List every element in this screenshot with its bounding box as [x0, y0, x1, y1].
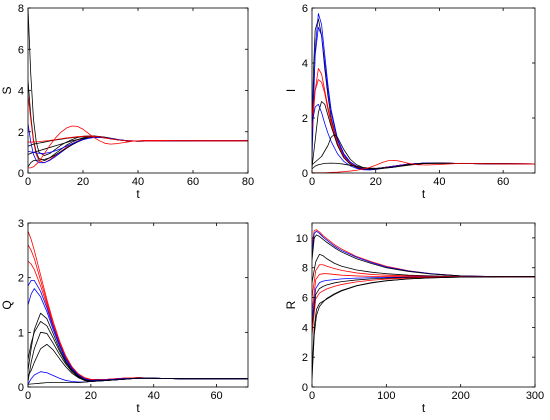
q-x-tick-label-1: 20: [85, 390, 97, 402]
panel-r: 0 100 200 300 0 2 4 6 8 10 t R: [284, 222, 544, 415]
q-series-group: [28, 231, 248, 385]
s-x-tick-label-3: 60: [187, 176, 199, 188]
s-x-tick-label-0: 0: [25, 176, 31, 188]
panel-s: 0 20 40 60 80 0 2 4 6 8 t S: [0, 3, 254, 201]
r-y-axis-label: R: [284, 300, 298, 309]
q-series-line-4: [28, 279, 248, 381]
s-y-tick-label-2: 4: [18, 86, 24, 98]
r-y-tick-label-1: 2: [302, 352, 308, 364]
r-series-line-6: [312, 273, 535, 313]
i-series-line-1: [312, 18, 535, 170]
r-x-axis-label: t: [422, 401, 426, 415]
r-series-line-3: [312, 234, 535, 278]
r-x-tick-label-3: 300: [526, 390, 544, 402]
r-series-group: [312, 229, 535, 380]
i-series-line-4: [312, 68, 535, 170]
q-plot-frame: [27, 222, 249, 388]
panel-i: 0 20 40 60 0 2 4 6 t I: [284, 3, 536, 201]
s-x-tick-label-1: 20: [77, 176, 89, 188]
q-y-axis-label: Q: [0, 300, 14, 309]
r-x-tick-label-2: 200: [451, 390, 469, 402]
i-series-line-6: [312, 101, 535, 171]
i-series-line-7: [312, 103, 535, 171]
q-x-tick-label-0: 0: [25, 390, 31, 402]
q-y-tick-label-0: 0: [18, 382, 24, 394]
s-y-tick-label-1: 2: [18, 127, 24, 139]
i-x-axis-label: t: [422, 187, 426, 201]
r-plot-frame: [311, 222, 536, 388]
s-x-axis-label: t: [136, 187, 140, 201]
i-y-tick-label-3: 6: [302, 3, 308, 15]
q-series-line-5: [28, 288, 248, 381]
q-series-line-11: [28, 377, 248, 385]
i-series-group: [312, 13, 535, 173]
s-series-line-10: [28, 135, 248, 143]
s-series-line-9: [28, 125, 248, 169]
i-y-axis-label: I: [284, 89, 298, 92]
q-series-line-2: [28, 244, 248, 380]
i-plot-frame: [311, 7, 536, 174]
q-x-axis-label: t: [136, 401, 140, 415]
q-series-line-8: [28, 331, 248, 382]
q-y-tick-label-3: 3: [18, 218, 24, 230]
i-x-tick-label-1: 20: [370, 176, 382, 188]
i-x-tick-label-2: 40: [433, 176, 445, 188]
r-series-line-8: [312, 276, 535, 328]
r-x-tick-label-0: 0: [309, 390, 315, 402]
r-series-line-10: [312, 276, 535, 380]
r-y-tick-label-4: 8: [302, 263, 308, 275]
r-series-line-7: [312, 276, 535, 320]
q-x-tick-label-3: 60: [210, 390, 222, 402]
i-series-line-9: [312, 162, 535, 170]
i-x-tick-label-0: 0: [309, 176, 315, 188]
r-y-tick-label-2: 4: [302, 322, 308, 334]
r-series-line-1: [312, 229, 535, 278]
q-y-tick-label-1: 1: [18, 327, 24, 339]
q-y-tick-label-2: 2: [18, 273, 24, 285]
s-y-axis-label: S: [0, 86, 14, 94]
i-series-line-3: [312, 26, 535, 170]
s-x-tick-label-2: 40: [132, 176, 144, 188]
i-y-tick-label-2: 4: [302, 58, 308, 70]
s-series-line-4: [28, 123, 248, 164]
i-series-line-10: [312, 159, 535, 173]
r-y-tick-label-0: 0: [302, 382, 308, 394]
r-series-line-11: [312, 276, 535, 373]
s-x-tick-label-4: 80: [242, 176, 254, 188]
i-x-tick-label-3: 60: [497, 176, 509, 188]
q-series-line-3: [28, 260, 248, 381]
i-series-line-2: [312, 13, 535, 170]
s-y-tick-label-3: 6: [18, 44, 24, 56]
r-x-tick-label-1: 100: [377, 390, 395, 402]
panel-q: 0 20 40 60 0 1 2 3 t Q: [0, 218, 249, 415]
s-y-tick-label-0: 0: [18, 168, 24, 180]
r-series-line-9: [312, 276, 535, 335]
s-series-group: [28, 8, 248, 169]
r-y-tick-label-5: 10: [296, 233, 308, 245]
s-series-line-1: [28, 8, 248, 156]
q-x-tick-label-2: 40: [148, 390, 160, 402]
r-y-tick-label-3: 6: [302, 293, 308, 305]
i-y-tick-label-1: 2: [302, 113, 308, 125]
s-y-tick-label-4: 8: [18, 3, 24, 15]
i-y-tick-label-0: 0: [302, 168, 308, 180]
